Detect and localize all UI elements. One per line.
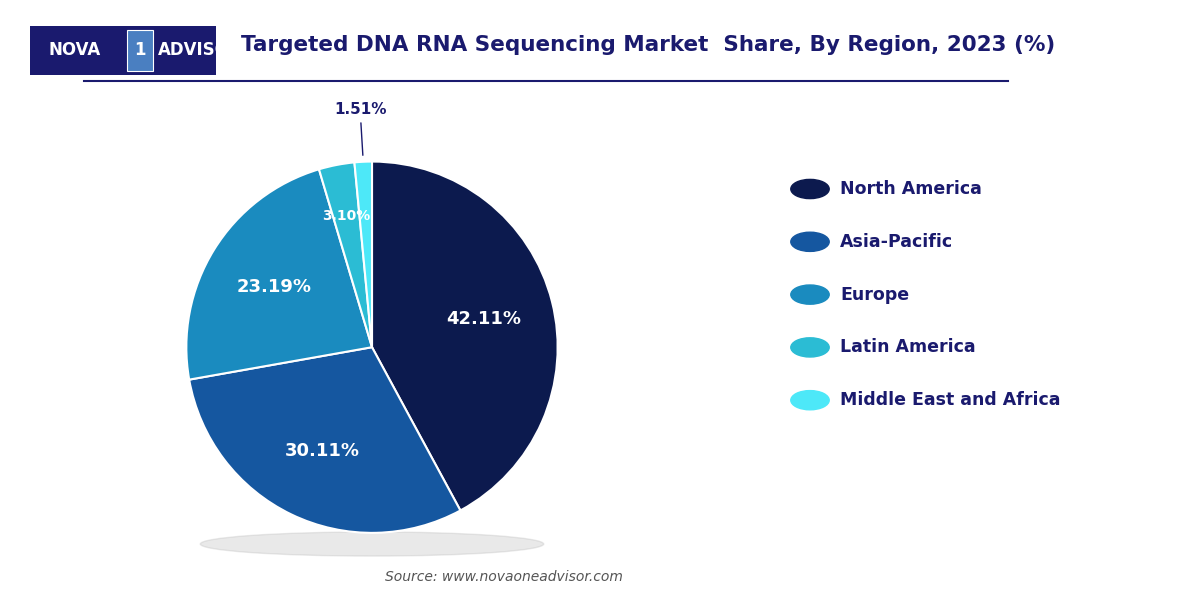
Ellipse shape bbox=[200, 532, 544, 556]
Text: North America: North America bbox=[840, 180, 982, 198]
Wedge shape bbox=[190, 347, 461, 533]
Text: Latin America: Latin America bbox=[840, 338, 976, 356]
FancyBboxPatch shape bbox=[30, 26, 216, 75]
Text: 23.19%: 23.19% bbox=[236, 278, 312, 296]
Text: Middle East and Africa: Middle East and Africa bbox=[840, 391, 1061, 409]
Text: 1.51%: 1.51% bbox=[334, 103, 386, 155]
Wedge shape bbox=[372, 161, 558, 511]
Text: ADVISOR: ADVISOR bbox=[158, 41, 242, 59]
Text: 42.11%: 42.11% bbox=[446, 310, 521, 328]
Text: Asia-Pacific: Asia-Pacific bbox=[840, 233, 953, 251]
Text: 1: 1 bbox=[134, 41, 145, 59]
Wedge shape bbox=[354, 161, 372, 347]
Text: NOVA: NOVA bbox=[48, 41, 101, 59]
FancyBboxPatch shape bbox=[127, 30, 152, 71]
Text: Targeted DNA RNA Sequencing Market  Share, By Region, 2023 (%): Targeted DNA RNA Sequencing Market Share… bbox=[241, 35, 1055, 55]
Text: 30.11%: 30.11% bbox=[284, 442, 360, 460]
Text: Source: www.novaoneadvisor.com: Source: www.novaoneadvisor.com bbox=[385, 570, 623, 584]
Wedge shape bbox=[186, 169, 372, 380]
Wedge shape bbox=[319, 163, 372, 347]
Text: 3.10%: 3.10% bbox=[323, 209, 371, 223]
Text: Europe: Europe bbox=[840, 286, 910, 304]
